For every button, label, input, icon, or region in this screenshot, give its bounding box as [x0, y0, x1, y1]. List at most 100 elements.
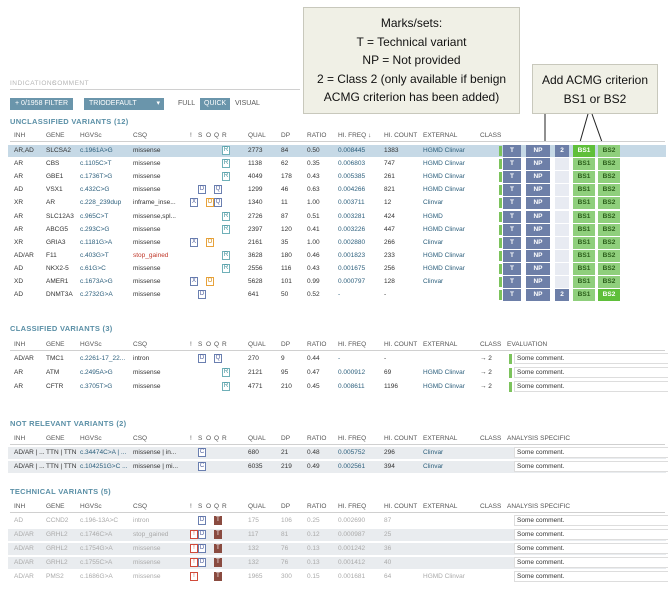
column-header-class[interactable]: CLASS [480, 503, 502, 510]
column-header-hgvsc[interactable]: HGVSc [80, 132, 102, 139]
column-header-o[interactable]: O [206, 132, 212, 139]
class-mark-two-button[interactable] [555, 249, 569, 262]
class-mark-bs1-button[interactable]: BS1 [573, 145, 595, 157]
class-mark-bs2-button[interactable]: BS2 [598, 184, 620, 197]
class-mark-two-button[interactable] [555, 171, 569, 184]
column-header-external[interactable]: EXTERNAL [423, 435, 458, 442]
flag-r-badge[interactable]: R [222, 250, 230, 260]
variant-row[interactable]: AD/AR PMS2 c.1686G>A missense! T 1965 300 0.15 0… [8, 571, 668, 583]
flag-x-badge[interactable]: X [190, 277, 198, 286]
column-header-hifreq[interactable]: HI. FREQ [338, 435, 367, 442]
variant-row[interactable]: XD AMER1 c.1673A>G missense X O 5628 101 0.99 0.0… [8, 276, 666, 288]
flag-r-badge[interactable]: R [222, 263, 230, 273]
filter-button[interactable]: + 0/1958 FILTER [10, 98, 73, 110]
variant-row[interactable]: AR GBE1 c.1736T>G missense R 4049 178 0.43 0.005… [8, 171, 666, 184]
flag-r-badge[interactable]: R [222, 224, 230, 234]
flag-t-badge[interactable]: T [214, 572, 222, 581]
class-mark-t-button[interactable]: T [503, 223, 521, 236]
flag-c-badge[interactable]: C [198, 461, 206, 471]
variant-row[interactable]: AR,AD SLCSA2 c.1961A>G missense R 2773 84 0.50 0… [8, 145, 666, 157]
column-header-csq[interactable]: CSQ [133, 341, 148, 348]
column-header-analysis-specific[interactable]: ANALYSIS SPECIFIC [507, 435, 571, 442]
class-mark-bs1-button[interactable]: BS1 [573, 262, 595, 275]
class-mark-t-button[interactable]: T [503, 210, 521, 223]
column-header-r[interactable]: R [222, 341, 227, 348]
class-mark-bs1-button[interactable]: BS1 [573, 171, 595, 184]
comment-field[interactable]: Some comment. [514, 353, 668, 364]
class-mark-two-button[interactable] [555, 223, 569, 236]
flag-d-badge[interactable]: D [198, 544, 206, 553]
class-mark-bs2-button[interactable]: BS2 [598, 236, 620, 249]
column-header-qual[interactable]: QUAL [248, 435, 266, 442]
class-mark-np-button[interactable]: NP [526, 171, 550, 184]
column-header-class[interactable]: CLASS [480, 435, 502, 442]
column-header-hgvsc[interactable]: HGVSc [80, 341, 102, 348]
class-mark-two-button[interactable] [555, 210, 569, 223]
column-header-gene[interactable]: GENE [46, 132, 65, 139]
column-header-r[interactable]: R [222, 503, 227, 510]
flag-c-badge[interactable]: C [198, 448, 206, 457]
variant-row[interactable]: AR ATM c.2495A>G missense R 2121 95 0.47 0.00091… [8, 367, 668, 379]
variant-row[interactable]: XR GRIA3 c.1181G>A missense X O 2161 35 1.00 0.00… [8, 236, 666, 249]
flag-d-badge[interactable]: D [198, 558, 206, 567]
flag-r-badge[interactable]: R [222, 146, 230, 155]
class-mark-bs2-button[interactable]: BS2 [598, 145, 620, 157]
class-mark-t-button[interactable]: T [503, 262, 521, 275]
column-header-q[interactable]: Q [214, 341, 220, 348]
column-header-qual[interactable]: QUAL [248, 503, 266, 510]
column-header-gene[interactable]: GENE [46, 341, 65, 348]
flag-r-badge[interactable]: R [222, 368, 230, 377]
class-mark-np-button[interactable]: NP [526, 210, 550, 223]
comment-field[interactable]: Some comment. [514, 557, 668, 568]
tab-comment[interactable]: COMMENT [52, 80, 90, 87]
variant-row[interactable]: AR SLC12A3 c.965C>T missense,spl... R 2726 87 0… [8, 210, 666, 223]
class-mark-bs2-button[interactable]: BS2 [598, 197, 620, 210]
column-header-class[interactable]: CLASS [480, 341, 502, 348]
flag-d-badge[interactable]: D [198, 516, 206, 525]
column-header-hicount[interactable]: HI. COUNT [384, 435, 418, 442]
view-full-button[interactable]: FULL [178, 100, 196, 107]
class-mark-np-button[interactable]: NP [526, 145, 550, 157]
column-header-hifreq[interactable]: HI. FREQ [338, 341, 367, 348]
column-header-external[interactable]: EXTERNAL [423, 503, 458, 510]
column-header-q[interactable]: Q [214, 132, 220, 139]
column-header-inh[interactable]: INH [14, 503, 26, 510]
flag-d-badge[interactable]: D [198, 185, 206, 195]
variant-row[interactable]: AD/AR GRHL2 c.1746C>A stop_gained! D T 117 81 0.… [8, 529, 668, 541]
comment-field[interactable]: Some comment. [514, 571, 668, 582]
class-mark-t-button[interactable]: T [503, 289, 521, 302]
flag-q-badge[interactable]: Q [214, 198, 222, 208]
class-mark-np-button[interactable]: NP [526, 262, 550, 275]
column-header-external[interactable]: EXTERNAL [423, 132, 458, 139]
column-header-s[interactable]: S [198, 341, 203, 348]
column-header-hicount[interactable]: HI. COUNT [384, 503, 418, 510]
column-header-external[interactable]: EXTERNAL [423, 341, 458, 348]
column-header-hifreq-sorted[interactable]: HI. FREQ ↓ [338, 132, 372, 139]
column-header-bang[interactable]: ! [190, 132, 192, 139]
column-header-analysis-specific[interactable]: ANALYSIS SPECIFIC [507, 503, 571, 510]
flag-x-badge[interactable]: X [190, 198, 198, 208]
flag-o-badge[interactable]: O [206, 237, 214, 247]
column-header-o[interactable]: O [206, 341, 212, 348]
class-mark-two-button[interactable]: 2 [555, 289, 569, 302]
class-mark-bs1-button[interactable]: BS1 [573, 197, 595, 210]
class-mark-np-button[interactable]: NP [526, 158, 550, 171]
class-mark-two-button[interactable] [555, 262, 569, 275]
class-mark-np-button[interactable]: NP [526, 276, 550, 288]
class-mark-np-button[interactable]: NP [526, 197, 550, 210]
class-mark-bs2-button[interactable]: BS2 [598, 249, 620, 262]
column-header-evaluation[interactable]: EVALUATION [507, 341, 548, 348]
flag-o-badge[interactable]: O [206, 198, 214, 208]
gene-panel-select[interactable]: TRIODEFAULT ▾ [84, 98, 164, 110]
column-header-qual[interactable]: QUAL [248, 341, 266, 348]
column-header-csq[interactable]: CSQ [133, 503, 148, 510]
variant-row[interactable]: AD/AR TMC1 c.2261-17_22... intron D Q 270 9 0.44… [8, 353, 668, 365]
flag-t-badge[interactable]: T [214, 544, 222, 553]
variant-row[interactable]: AD/AR | ... TTN | TTN c.104251G>C ... misse… [8, 460, 668, 473]
comment-field[interactable]: Some comment. [514, 447, 668, 458]
column-header-bang[interactable]: ! [190, 341, 192, 348]
column-header-ratio[interactable]: RATIO [307, 341, 327, 348]
class-mark-np-button[interactable]: NP [526, 289, 550, 302]
flag-warning-badge[interactable]: ! [190, 572, 198, 581]
class-mark-t-button[interactable]: T [503, 171, 521, 184]
